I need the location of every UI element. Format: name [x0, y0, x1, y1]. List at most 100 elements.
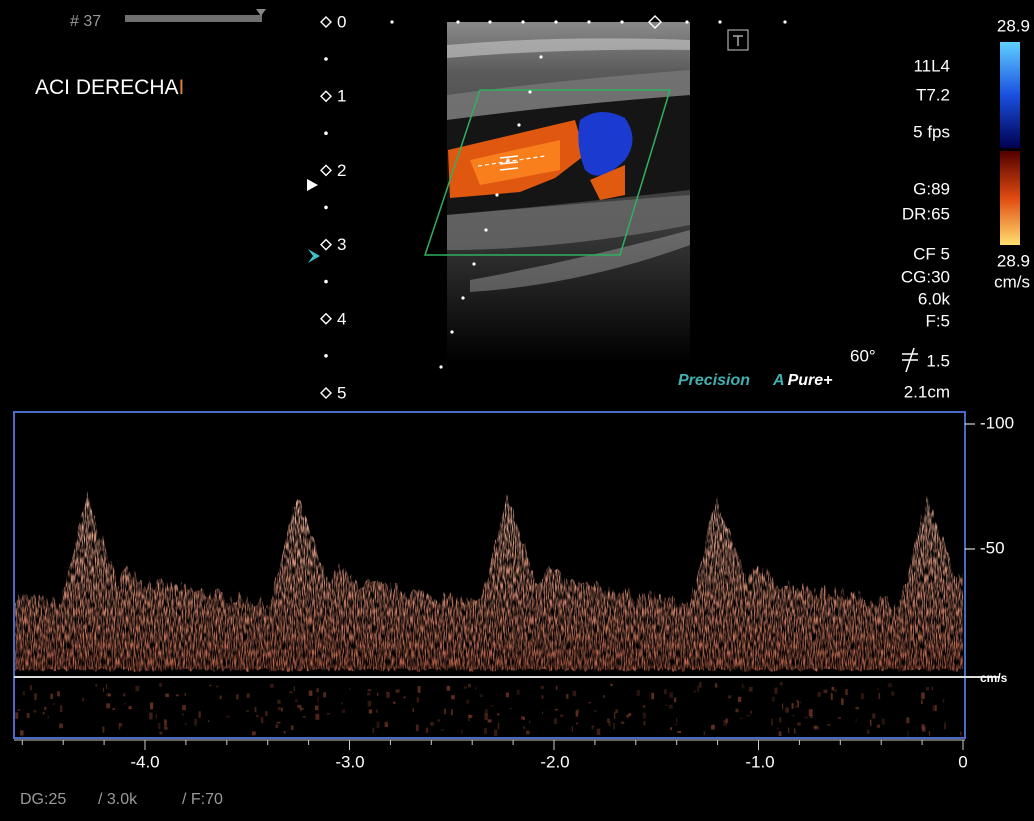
label: ACI DERECHA	[35, 76, 179, 99]
noise-speck	[479, 694, 483, 697]
noise-speck	[860, 693, 865, 700]
probe-icon-mark	[733, 35, 743, 46]
noise-speck	[697, 685, 699, 693]
noise-speck	[714, 683, 717, 688]
noise-speck	[830, 692, 833, 700]
noise-speck	[295, 699, 298, 702]
noise-speck	[265, 711, 268, 717]
depth-diamond	[320, 312, 332, 325]
noise-speck	[395, 689, 400, 693]
noise-speck	[159, 683, 163, 687]
settings: 11L4 T7.2 5 fps G:89 DR:65 CF 5 CG:30 6.…	[850, 56, 950, 401]
noise-speck	[588, 702, 592, 704]
noise-speck	[797, 701, 800, 707]
noise-speck	[876, 724, 881, 728]
color-bar-red	[1000, 151, 1020, 245]
noise-speck	[814, 726, 816, 730]
doppler-prf: / 3.0k	[98, 791, 138, 808]
noise-speck	[159, 731, 163, 735]
depth-dot	[324, 131, 328, 135]
noise-speck	[526, 730, 530, 735]
color-gain: CG:30	[901, 267, 950, 286]
noise-speck	[42, 711, 45, 715]
noise-speck	[95, 684, 98, 687]
noise-speck	[921, 692, 925, 700]
noise-speck	[922, 726, 926, 732]
noise-speck	[297, 704, 302, 709]
noise-speck	[542, 711, 544, 714]
color-flow-blue	[578, 111, 633, 176]
noise-speck	[881, 718, 885, 725]
noise-speck	[314, 705, 319, 711]
color-bar-blue	[1000, 42, 1020, 148]
noise-speck	[158, 722, 161, 730]
noise-speck	[942, 698, 945, 703]
mark	[450, 330, 454, 334]
noise-speck	[872, 713, 876, 719]
doppler-filter: / F:70	[182, 791, 223, 808]
mark	[495, 193, 499, 197]
noise-speck	[102, 726, 105, 733]
noise-speck	[289, 691, 293, 694]
depth-dot	[324, 57, 328, 61]
probe-icon	[727, 29, 749, 51]
cine-bar	[125, 15, 262, 22]
noise-speck	[831, 694, 833, 701]
depth-label: 2	[337, 161, 346, 180]
noise-speck	[741, 683, 744, 686]
noise-speck	[451, 695, 455, 700]
noise-speck	[795, 705, 799, 708]
vessel-wall	[447, 195, 690, 250]
noise-speck	[276, 721, 281, 724]
spectrum-fill	[15, 490, 963, 672]
noise-speck	[437, 719, 441, 722]
noise-speck	[226, 715, 230, 718]
noise-speck	[779, 682, 783, 686]
noise-speck	[326, 712, 331, 715]
time-label: 0	[958, 752, 967, 771]
noise-speck	[341, 702, 343, 705]
noise-speck	[741, 685, 745, 689]
noise-speck	[833, 689, 838, 693]
noise-speck	[778, 731, 782, 736]
noise-speck	[270, 684, 274, 688]
noise-speck	[194, 718, 197, 726]
depth-label: 0	[337, 12, 346, 31]
noise-speck	[149, 712, 153, 720]
noise-speck	[628, 713, 632, 716]
noise-speck	[44, 706, 47, 711]
noise-speck	[663, 689, 667, 695]
angle: 60°	[850, 346, 876, 365]
noise-speck	[440, 729, 445, 731]
noise-speck	[460, 729, 463, 734]
noise-speck	[750, 710, 752, 714]
noise-speck	[712, 724, 715, 728]
noise-speck	[626, 714, 630, 718]
depth-diamond	[320, 164, 332, 177]
noise-speck	[572, 690, 577, 697]
mark	[484, 228, 488, 232]
noise-speck	[29, 685, 33, 691]
noise-speck	[112, 708, 116, 710]
noise-speck	[888, 683, 892, 688]
depth: 2.1cm	[904, 382, 950, 401]
noise-speck	[33, 709, 37, 713]
noise-speck	[831, 686, 835, 691]
noise-speck	[771, 696, 775, 702]
dotted-lines	[390, 20, 787, 369]
noise-speck	[277, 699, 281, 704]
noise-speck	[219, 695, 222, 700]
noise-speck	[703, 731, 706, 736]
noise-speck	[430, 722, 434, 726]
noise-speck	[496, 713, 500, 716]
noise-speck	[236, 694, 239, 700]
noise-speck	[541, 695, 544, 699]
noise-speck	[468, 714, 473, 718]
noise-speck	[796, 699, 798, 703]
apure-logo: A Pure+	[772, 372, 832, 389]
depth-diamond	[320, 238, 332, 251]
sample-volume: 1.5	[926, 351, 950, 370]
noise-speck	[554, 708, 558, 711]
noise-speck	[341, 709, 346, 714]
precision-logo: Precision	[678, 372, 750, 389]
